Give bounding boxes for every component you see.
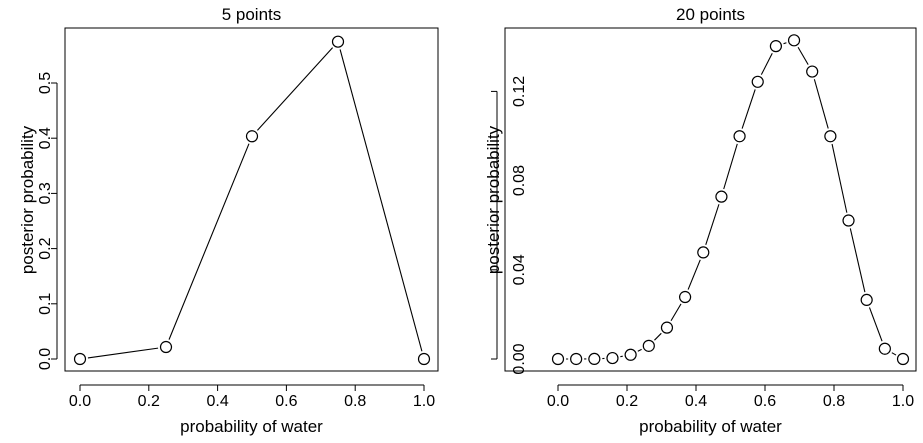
data-point	[878, 342, 891, 355]
series-segment	[783, 42, 787, 45]
y-tick-label: 0.1	[37, 293, 54, 315]
x-tick-label: 0.2	[616, 393, 638, 410]
x-axis-label: probability of water	[639, 417, 782, 436]
data-point	[896, 352, 910, 366]
data-point	[660, 321, 674, 334]
series-segment	[760, 53, 773, 75]
data-point	[751, 75, 764, 88]
data-point	[331, 35, 345, 48]
y-tick-label: 0.5	[37, 72, 54, 94]
data-point	[588, 352, 601, 366]
data-point	[697, 246, 710, 259]
x-tick-label: 0.8	[823, 393, 845, 410]
y-tick-label: 0.00	[511, 343, 528, 374]
series-segment	[256, 47, 334, 131]
series-segment	[670, 303, 682, 322]
series-segment	[87, 347, 159, 359]
x-tick-label: 0.6	[754, 393, 776, 410]
series-segment	[687, 259, 701, 290]
data-point	[642, 339, 655, 352]
data-point	[806, 65, 819, 78]
data-point	[733, 130, 746, 143]
data-point	[606, 351, 619, 365]
x-tick-label: 0.0	[547, 393, 569, 410]
data-point	[159, 340, 173, 354]
series-segment	[705, 204, 720, 245]
plot-title: 5 points	[222, 5, 282, 24]
series-segment	[849, 228, 866, 293]
series-segment	[741, 89, 756, 129]
plot-frame	[504, 27, 917, 372]
data-point	[787, 34, 801, 47]
data-point	[824, 130, 837, 143]
data-point	[678, 290, 692, 304]
data-point	[245, 130, 259, 143]
x-tick-label: 0.8	[344, 393, 366, 410]
series-segment	[654, 332, 662, 341]
x-tick-label: 0.6	[275, 393, 297, 410]
x-tick-label: 0.2	[138, 393, 160, 410]
y-tick-label: 0.08	[511, 165, 528, 196]
series-segment	[339, 49, 423, 352]
data-point	[769, 40, 783, 53]
series-segment	[868, 307, 883, 342]
plot-panel-1: 5 points probability of water posterior pr…	[18, 5, 439, 436]
x-tick-label: 0.4	[685, 393, 707, 410]
series-segment	[831, 143, 848, 213]
y-tick-label: 0.0	[37, 348, 54, 370]
y-tick-label: 0.2	[37, 237, 54, 259]
data-point	[624, 348, 637, 361]
plot-panel-2: 20 points probability of water posterior p…	[484, 5, 917, 436]
data-point	[860, 293, 873, 307]
y-tick-label: 0.4	[37, 127, 54, 149]
y-axis-label: posterior probability	[18, 125, 37, 274]
series-segment	[797, 46, 809, 65]
series-segment	[891, 352, 897, 356]
series-segment	[813, 79, 829, 129]
data-point	[73, 352, 87, 366]
series-segment	[637, 348, 642, 352]
series-segment	[168, 143, 250, 340]
y-tick-label: 0.04	[511, 254, 528, 285]
plot-title: 20 points	[676, 5, 745, 24]
data-point	[842, 214, 855, 227]
data-point	[570, 352, 583, 366]
data-point	[551, 352, 565, 366]
y-tick-label: 0.3	[37, 182, 54, 204]
data-point	[715, 190, 728, 203]
y-axis-label: posterior probability	[484, 125, 503, 274]
x-tick-label: 1.0	[892, 393, 914, 410]
y-tick-label: 0.12	[511, 76, 528, 107]
x-tick-label: 0.0	[69, 393, 91, 410]
plot-frame	[64, 27, 439, 372]
x-axis-label: probability of water	[180, 417, 323, 436]
x-tick-label: 0.4	[206, 393, 228, 410]
x-tick-label: 1.0	[413, 393, 435, 410]
series-segment	[723, 143, 738, 190]
data-point	[417, 352, 431, 366]
